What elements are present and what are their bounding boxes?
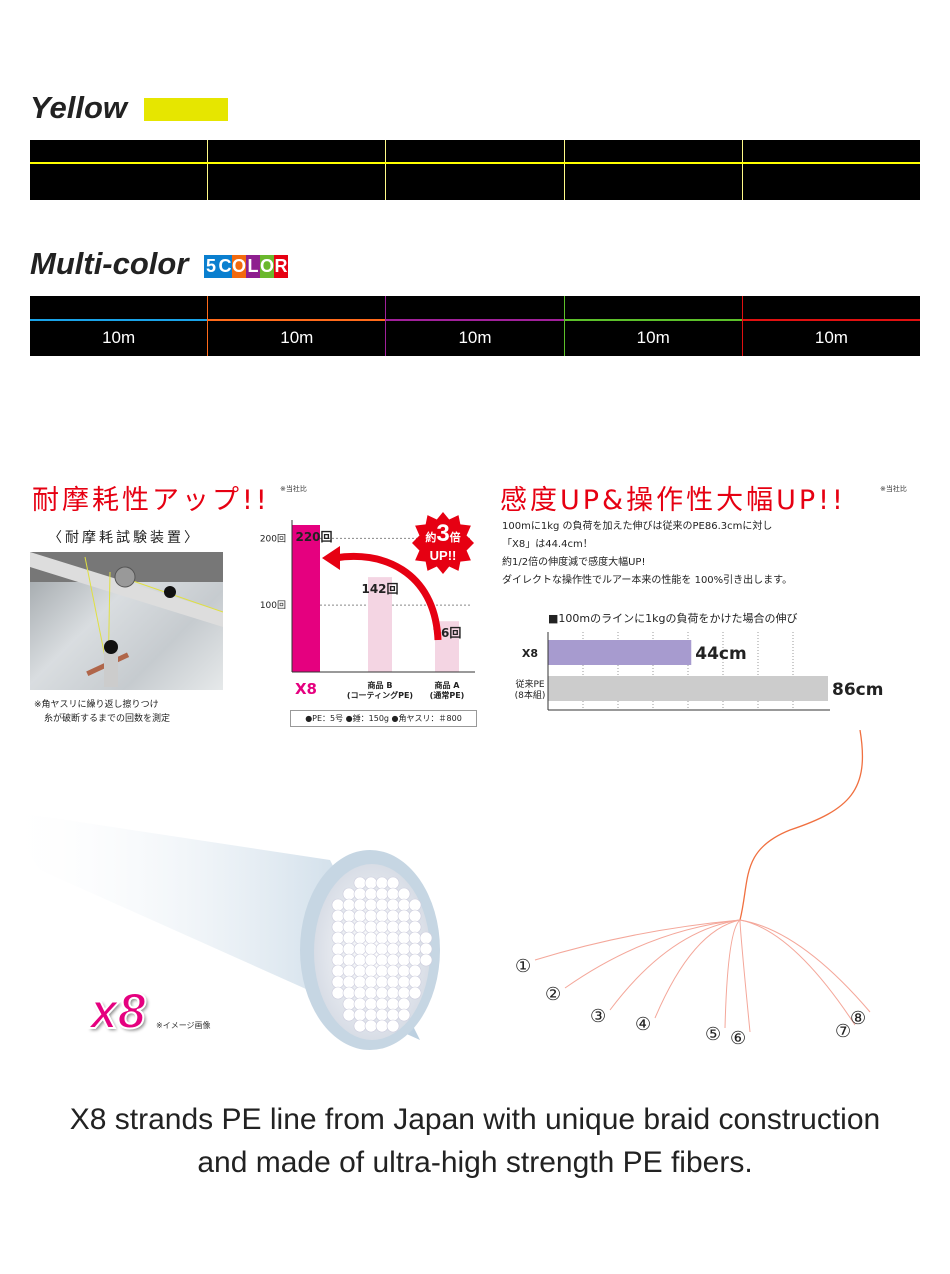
abrasion-note: ※当社比 xyxy=(280,485,307,493)
badge-letter: O xyxy=(260,255,275,278)
stretch-chart-title: ■100mのラインに1kgの負荷をかけた場合の伸び xyxy=(548,612,798,625)
multicolor-title: Multi-color xyxy=(30,246,189,281)
strand-number: ③ xyxy=(590,1006,606,1027)
footnote-line-2: 糸が破断するまでの回数を測定 xyxy=(44,714,171,724)
category-label: (8本組) xyxy=(515,689,546,701)
yellow-line-sample xyxy=(30,140,920,200)
segment-length: 10m xyxy=(636,328,670,347)
yellow-swatch xyxy=(144,98,228,121)
color-segment: 10m xyxy=(207,296,386,356)
strand-number: ④ xyxy=(635,1014,651,1035)
strand xyxy=(534,919,741,961)
category-label: (通常PE) xyxy=(430,690,465,700)
value-label: 142回 xyxy=(361,582,398,596)
test-device-photo xyxy=(30,552,223,690)
strand-number: ① xyxy=(515,956,531,977)
strands-diagram: ①② ③ ④ ⑤ ⑥ ⑦⑧ xyxy=(515,730,871,1049)
strand xyxy=(739,919,871,1013)
strand xyxy=(609,919,741,1011)
segment-length: 10m xyxy=(458,328,492,347)
strand xyxy=(564,919,741,989)
strand-number: ② xyxy=(545,984,561,1005)
caption-line-1: X8 strands PE line from Japan with uniqu… xyxy=(69,1103,881,1136)
category-label: 商品 B xyxy=(368,680,393,690)
multicolor-line-sample: 10m 10m 10m 10m 10m xyxy=(30,296,921,356)
caption-line-2: and made of ultra-high strength PE fiber… xyxy=(197,1146,753,1179)
sensitivity-title: 感度UP&操作性大幅UP!! xyxy=(500,485,846,516)
strand xyxy=(739,919,856,1026)
strand xyxy=(739,919,751,1033)
badge-letter: O xyxy=(232,255,247,278)
color-segment: 10m xyxy=(385,296,564,356)
device-label: 〈耐摩耗試験装置〉 xyxy=(48,530,201,546)
segment-length: 10m xyxy=(814,328,848,347)
test-conditions: ●PE：5号 ●錘：150g ●角ヤスリ：＃800 xyxy=(290,710,477,727)
category-label: 従来PE xyxy=(515,678,544,690)
sensitivity-text-3: 約1/2倍の伸度減で感度大幅UP! xyxy=(502,557,646,568)
strand xyxy=(654,919,741,1019)
strand-number: ⑥ xyxy=(730,1028,746,1049)
category-label: X8 xyxy=(295,680,317,698)
sensitivity-note: ※当社比 xyxy=(880,485,907,493)
category-label: (コーティングPE) xyxy=(347,690,413,700)
x8-logo: x8 xyxy=(89,982,147,1040)
badge-letter: R xyxy=(274,255,288,278)
badge-letter: L xyxy=(246,255,260,278)
footnote-line-1: ※角ヤスリに繰り返し擦りつけ xyxy=(34,700,159,710)
color-segment: 10m xyxy=(30,296,208,356)
value-label: 220回 xyxy=(295,530,332,544)
sensitivity-text-1: 100mに1kg の負荷を加えた伸びは従来のPE86.3cmに対し xyxy=(502,521,773,532)
value-label: 44cm xyxy=(695,644,746,664)
strand xyxy=(724,919,741,1029)
strand-number: ⑧ xyxy=(850,1008,866,1029)
bar xyxy=(548,640,692,665)
image-note: ※イメージ画像 xyxy=(156,1021,211,1030)
segment-length: 10m xyxy=(102,328,136,347)
stretch-chart: 44cm X8 86cm 従来PE(8本組) xyxy=(515,632,883,711)
sensitivity-text-4: ダイレクトな操作性でルアー本来の性能を 100%引き出します。 xyxy=(502,575,793,586)
value-label: 86cm xyxy=(832,680,883,700)
badge-letter: 5 xyxy=(204,255,218,278)
segment-length: 10m xyxy=(280,328,314,347)
strand-number: ⑦ xyxy=(835,1021,851,1042)
bar xyxy=(292,525,320,672)
up-arrow xyxy=(334,552,442,641)
yellow-title: Yellow xyxy=(30,90,128,125)
sensitivity-text-2: 「X8」は44.4cm！ xyxy=(502,539,593,550)
category-label: 商品 A xyxy=(435,680,461,690)
abrasion-title: 耐摩耗性アップ!! xyxy=(32,485,270,516)
color-segment: 10m xyxy=(741,296,921,356)
color-segment: 10m xyxy=(563,296,742,356)
y-tick-label: 100回 xyxy=(260,600,286,611)
bar xyxy=(368,577,392,672)
fiber-cross-section-illustration xyxy=(0,810,440,1050)
badge-letter: C xyxy=(218,255,232,278)
bar xyxy=(548,676,828,701)
category-label: X8 xyxy=(522,647,538,660)
strand-number: ⑤ xyxy=(705,1024,721,1045)
y-tick-label: 200回 xyxy=(260,533,286,544)
